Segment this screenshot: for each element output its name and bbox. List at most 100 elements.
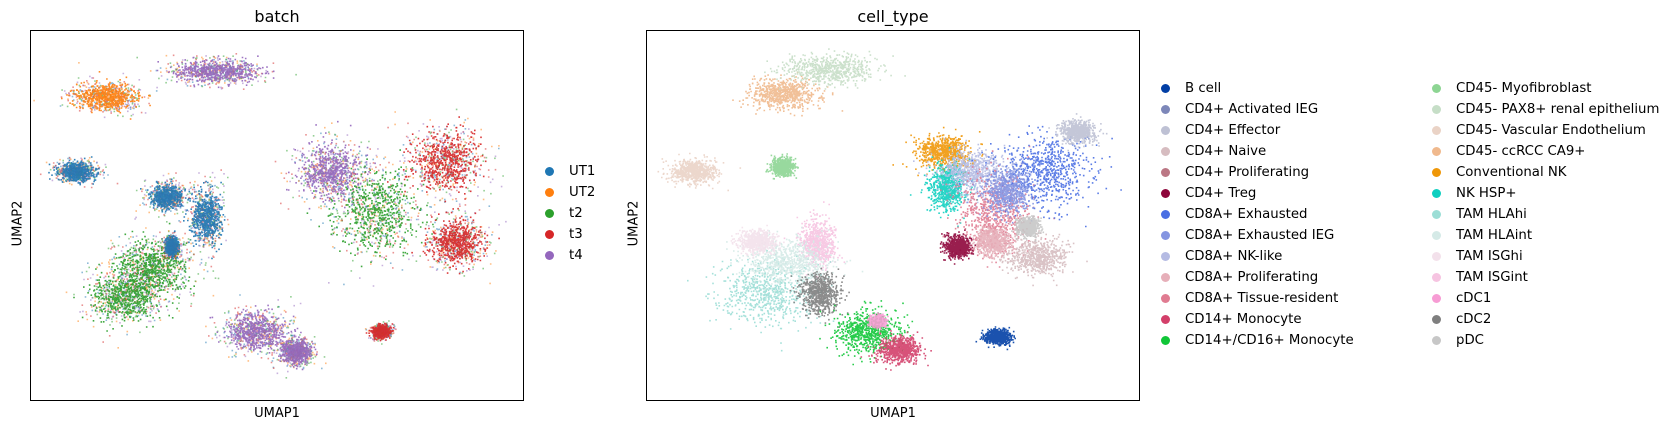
celltype-legend-marker [1161, 315, 1170, 324]
celltype-legend-item: pDC [1432, 333, 1484, 348]
celltype-points-cdc2 [789, 267, 850, 328]
celltype-legend-label: cDC2 [1456, 312, 1492, 327]
batch-legend-label: t3 [569, 227, 583, 242]
batch-points-UT1 [87, 235, 209, 304]
batch-legend-item: t3 [545, 227, 583, 242]
batch-xlabel: UMAP1 [254, 406, 300, 421]
celltype-points-cd14-monocyte [860, 330, 932, 371]
batch-points-t4 [278, 334, 318, 371]
celltype-points-cd4-effector [1046, 113, 1108, 152]
celltype-ylabel: UMAP2 [626, 200, 642, 247]
celltype-legend-label: CD45- ccRCC CA9+ [1456, 144, 1586, 159]
celltype-scatter [657, 48, 1122, 371]
celltype-legend-item: CD8A+ Exhausted IEG [1161, 228, 1334, 243]
batch-points-t4 [156, 55, 275, 89]
batch-plot-area [30, 30, 524, 401]
celltype-legend-item: CD45- Myofibroblast [1432, 81, 1592, 96]
batch-points-UT2 [61, 71, 151, 120]
celltype-legend-item: CD45- ccRCC CA9+ [1432, 144, 1585, 159]
batch-points-t2 [306, 149, 438, 268]
celltype-legend-label: TAM ISGint [1456, 270, 1528, 285]
celltype-legend-marker [1161, 147, 1170, 156]
celltype-legend-label: pDC [1456, 333, 1484, 348]
celltype-legend-item: CD8A+ Exhausted [1161, 207, 1307, 222]
batch-legend-marker [545, 209, 554, 218]
celltype-legend-label: NK HSP+ [1456, 186, 1517, 201]
batch-points-t4 [63, 72, 158, 119]
batch-points-t4 [209, 304, 302, 354]
celltype-legend-marker [1432, 168, 1441, 177]
celltype-legend-marker [1432, 189, 1441, 198]
celltype-legend-marker [1161, 252, 1170, 261]
batch-points-UT1 [48, 156, 105, 186]
celltype-legend-label: CD14+/CD16+ Monocyte [1185, 333, 1354, 348]
celltype-legend-item: cDC1 [1432, 291, 1491, 306]
celltype-points-cd45-ccrcc-ca9- [732, 71, 844, 117]
batch-legend-item: UT2 [545, 185, 595, 200]
celltype-legend-item: CD8A+ NK-like [1161, 249, 1282, 264]
batch-points-UT1 [163, 230, 181, 260]
celltype-legend-item: CD4+ Effector [1161, 123, 1280, 138]
batch-legend-marker [545, 188, 554, 197]
batch-points-t3 [387, 116, 487, 210]
batch-points-t3 [411, 208, 500, 275]
celltype-legend-label: CD45- PAX8+ renal epithelium [1456, 102, 1660, 117]
celltype-legend-item: TAM ISGint [1432, 270, 1528, 285]
celltype-legend-marker [1432, 210, 1441, 219]
celltype-legend-item: TAM ISGhi [1432, 249, 1523, 264]
celltype-legend-marker [1161, 273, 1170, 282]
batch-points-UT1 [294, 132, 385, 205]
celltype-legend-label: CD8A+ Exhausted [1185, 207, 1308, 222]
batch-points-t2 [98, 222, 195, 300]
celltype-legend-item: CD4+ Proliferating [1161, 165, 1309, 180]
batch-title: batch [254, 7, 300, 26]
batch-points-t3 [365, 322, 395, 342]
batch-legend-label: UT2 [569, 185, 596, 200]
celltype-points-cdc1 [866, 312, 889, 331]
celltype-points-cd4-naive [995, 230, 1088, 287]
celltype-points-cd14-cd16-monocyte [819, 300, 914, 366]
celltype-legend-label: CD8A+ NK-like [1185, 249, 1283, 264]
celltype-plot-area [646, 30, 1140, 401]
celltype-legend-label: CD4+ Proliferating [1185, 165, 1310, 180]
celltype-legend-marker [1432, 105, 1441, 114]
celltype-legend-label: CD4+ Activated IEG [1185, 102, 1319, 117]
celltype-points-cd45-pax8-renal-epithelium [764, 48, 906, 90]
celltype-points-nk-hsp- [909, 147, 979, 228]
celltype-legend-label: CD14+ Monocyte [1185, 312, 1302, 327]
celltype-legend-label: TAM HLAint [1456, 228, 1533, 243]
celltype-legend-marker [1161, 336, 1170, 345]
celltype-legend-item: CD45- Vascular Endothelium [1432, 123, 1646, 138]
batch-points-t2 [73, 262, 180, 332]
batch-points-UT2 [149, 54, 258, 84]
batch-legend-marker [545, 167, 554, 176]
celltype-legend-item: CD4+ Naive [1161, 144, 1266, 159]
celltype-legend-marker [1432, 147, 1441, 156]
celltype-points-cd45-myofibroblast [765, 153, 799, 180]
celltype-legend-item: CD45- PAX8+ renal epithelium [1432, 102, 1659, 117]
celltype-points-conventional-nk [892, 126, 984, 177]
celltype-legend-item: CD14+ Monocyte [1161, 312, 1302, 327]
celltype-points-cd45-vascular-endothelium [657, 152, 742, 192]
celltype-legend-marker [1432, 315, 1441, 324]
celltype-legend-item: CD4+ Activated IEG [1161, 102, 1318, 117]
celltype-points-tam-isgint [783, 201, 846, 278]
batch-legend-item: t4 [545, 248, 583, 263]
batch-legend-item: UT1 [545, 164, 595, 179]
celltype-points-b-cell [975, 326, 1016, 351]
celltype-legend-item: CD8A+ Proliferating [1161, 270, 1318, 285]
celltype-legend-marker [1161, 231, 1170, 240]
batch-legend-marker [545, 251, 554, 260]
celltype-legend-marker [1161, 168, 1170, 177]
celltype-legend-label: CD45- Vascular Endothelium [1456, 123, 1646, 138]
celltype-legend-marker [1161, 84, 1170, 93]
batch-legend-item: t2 [545, 206, 583, 221]
celltype-points-cd8a-proliferating [966, 219, 1017, 264]
celltype-legend-marker [1161, 210, 1170, 219]
batch-points-t4 [99, 216, 205, 303]
batch-points-t2 [415, 202, 496, 277]
celltype-legend-label: Conventional NK [1456, 165, 1567, 180]
batch-ylabel: UMAP2 [10, 200, 26, 247]
batch-points-t4 [286, 120, 376, 210]
batch-points-UT2 [65, 261, 180, 349]
